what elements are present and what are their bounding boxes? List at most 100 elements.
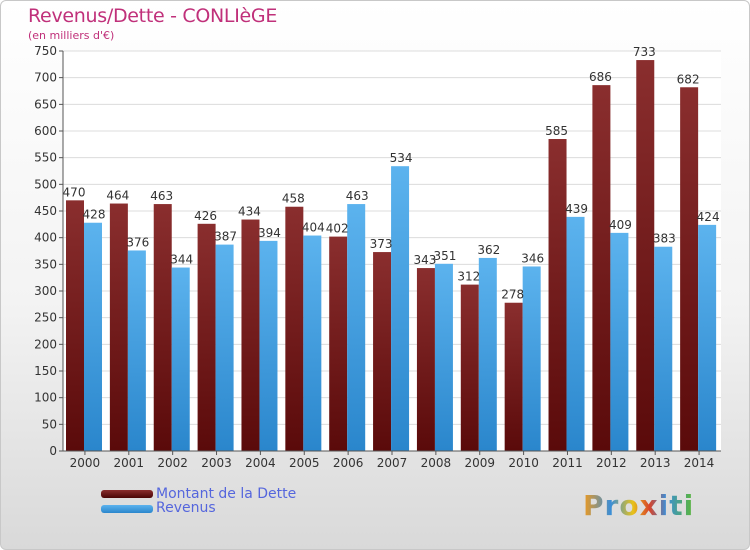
y-tick-label: 350	[34, 257, 57, 271]
y-tick-label: 400	[34, 231, 57, 245]
data-label-revenus: 463	[346, 189, 369, 203]
x-tick-label: 2010	[508, 456, 539, 470]
y-tick-label: 750	[34, 44, 57, 58]
x-tick-label: 2007	[377, 456, 408, 470]
bar-dette	[66, 200, 84, 451]
y-tick-label: 450	[34, 204, 57, 218]
bar-dette	[636, 60, 655, 452]
data-label-revenus: 404	[302, 221, 325, 235]
bar-dette	[548, 139, 567, 451]
legend-label-dette: Montant de la Dette	[156, 486, 297, 502]
data-label-revenus: 383	[653, 232, 676, 246]
bar-revenus	[84, 222, 102, 451]
data-label-dette: 426	[194, 209, 217, 223]
data-label-dette: 733	[633, 45, 656, 59]
data-label-dette: 470	[63, 185, 86, 199]
data-label-revenus: 351	[433, 249, 456, 263]
bar-revenus	[478, 257, 497, 451]
x-tick-label: 2014	[684, 456, 715, 470]
x-tick-label: 2009	[464, 456, 495, 470]
data-label-dette: 458	[282, 192, 305, 206]
bar-revenus	[522, 266, 541, 451]
y-tick-label: 250	[34, 311, 57, 325]
data-label-revenus: 424	[697, 210, 720, 224]
chart-subtitle: (en milliers d'€)	[28, 29, 115, 42]
bar-dette	[329, 236, 348, 451]
bar-revenus	[171, 267, 190, 451]
data-label-dette: 686	[589, 70, 612, 84]
data-label-dette: 278	[501, 288, 524, 302]
y-tick-label: 600	[34, 124, 57, 138]
x-tick-label: 2005	[289, 456, 320, 470]
bar-dette	[285, 206, 304, 451]
bar-dette	[592, 85, 611, 451]
x-tick-label: 2001	[114, 456, 145, 470]
legend-swatch-dette	[101, 490, 153, 498]
y-tick-label: 50	[42, 417, 57, 431]
data-label-revenus: 387	[214, 230, 237, 244]
x-tick-label: 2011	[552, 456, 583, 470]
data-label-revenus: 409	[609, 218, 632, 232]
data-label-dette: 312	[457, 270, 480, 284]
bar-revenus	[127, 250, 146, 451]
data-label-revenus: 439	[565, 202, 588, 216]
x-tick-label: 2008	[421, 456, 452, 470]
bar-revenus	[566, 216, 585, 451]
bar-revenus	[259, 240, 278, 451]
bar-revenus	[654, 246, 673, 451]
bar-dette	[504, 302, 523, 451]
data-label-revenus: 428	[83, 208, 106, 222]
y-tick-label: 0	[49, 444, 57, 458]
bar-dette	[373, 252, 392, 451]
y-tick-label: 650	[34, 97, 57, 111]
proxiti-logo: Proxiti	[583, 489, 694, 522]
bar-dette	[197, 223, 216, 451]
logo-text: Proxiti	[583, 489, 695, 522]
legend-label-revenus: Revenus	[156, 500, 216, 516]
bar-revenus	[610, 232, 629, 451]
x-tick-label: 2006	[333, 456, 364, 470]
legend-swatch-revenus	[101, 505, 153, 513]
bar-dette	[680, 87, 699, 452]
bar-dette	[241, 219, 260, 451]
bar-revenus	[303, 235, 322, 451]
data-label-revenus: 346	[521, 251, 544, 265]
y-tick-label: 150	[34, 364, 57, 378]
bar-revenus	[215, 244, 234, 451]
bar-revenus	[391, 166, 410, 451]
data-label-dette: 464	[106, 189, 129, 203]
x-tick-label: 2000	[70, 456, 101, 470]
x-tick-label: 2002	[157, 456, 188, 470]
bar-dette	[109, 203, 128, 451]
x-tick-label: 2013	[640, 456, 671, 470]
y-tick-label: 200	[34, 337, 57, 351]
x-tick-label: 2004	[245, 456, 276, 470]
x-tick-label: 2012	[596, 456, 627, 470]
y-tick-label: 700	[34, 71, 57, 85]
x-tick-label: 2003	[201, 456, 232, 470]
data-label-dette: 373	[370, 237, 393, 251]
data-label-revenus: 376	[126, 235, 149, 249]
bar-revenus	[347, 204, 366, 451]
y-tick-label: 300	[34, 284, 57, 298]
data-label-dette: 585	[545, 124, 568, 138]
y-tick-label: 100	[34, 391, 57, 405]
bar-dette	[416, 268, 435, 451]
data-label-dette: 682	[677, 72, 700, 86]
data-label-dette: 434	[238, 205, 261, 219]
data-label-dette: 463	[150, 189, 173, 203]
data-label-revenus: 394	[258, 226, 281, 240]
bar-dette	[153, 204, 172, 451]
data-label-dette: 402	[326, 222, 349, 236]
bar-dette	[460, 284, 479, 451]
y-tick-label: 500	[34, 177, 57, 191]
chart-title: Revenus/Dette - CONLIèGE	[28, 5, 278, 27]
y-tick-label: 550	[34, 151, 57, 165]
data-label-revenus: 362	[477, 243, 500, 257]
data-label-revenus: 534	[390, 151, 413, 165]
data-label-revenus: 344	[170, 253, 193, 267]
data-label-dette: 343	[413, 253, 436, 267]
bar-revenus	[698, 224, 717, 451]
